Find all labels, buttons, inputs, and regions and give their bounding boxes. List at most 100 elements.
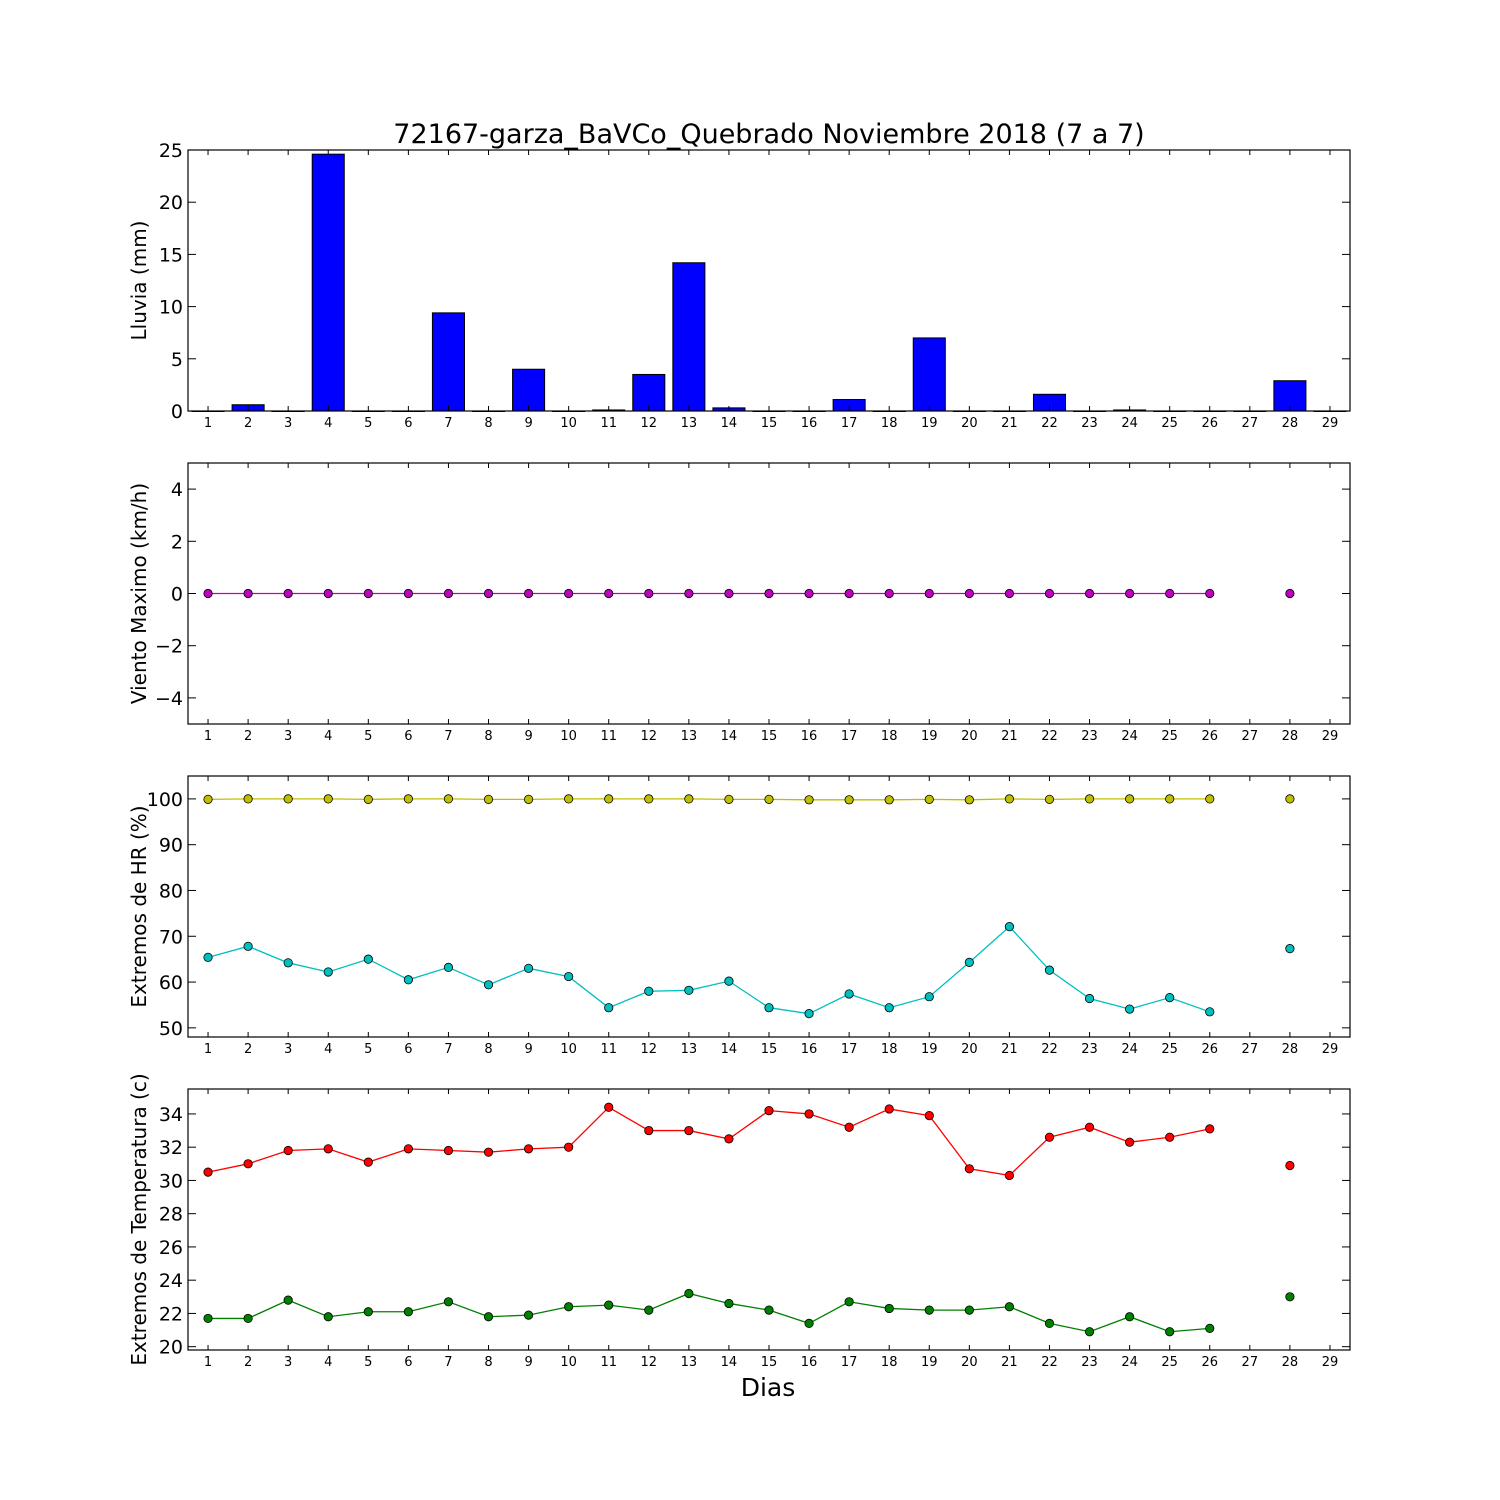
x-tick-label: 21 xyxy=(1001,1042,1018,1057)
series-1-point-day-18 xyxy=(884,1104,894,1114)
series-1-point-day-3 xyxy=(283,1145,293,1156)
series-2-point-day-18 xyxy=(884,1303,894,1314)
y-tick-label: 22 xyxy=(159,1303,183,1325)
x-tick-label: 27 xyxy=(1242,1355,1259,1370)
y-axis-label: Lluvia (mm) xyxy=(127,221,151,341)
series-1-point-day-20 xyxy=(964,588,974,599)
series-1-point-day-18 xyxy=(884,588,894,599)
series-1-point-day-15 xyxy=(764,1106,774,1116)
x-tick-label: 28 xyxy=(1282,416,1299,431)
series-2-point-day-16 xyxy=(804,1009,814,1019)
series-1-point-day-26 xyxy=(1205,588,1215,599)
series-1-point-day-1 xyxy=(203,588,213,599)
series-1-point-day-21 xyxy=(1004,1170,1015,1181)
series-1-point-day-1 xyxy=(203,794,213,804)
series-2-point-day-14 xyxy=(724,1298,734,1309)
series-2-point-day-13 xyxy=(684,1288,694,1299)
x-tick-label: 1 xyxy=(204,1355,212,1370)
y-tick-label: 32 xyxy=(159,1137,183,1159)
x-tick-label: 6 xyxy=(404,1042,412,1057)
x-tick-label: 26 xyxy=(1201,729,1218,744)
x-tick-label: 2 xyxy=(244,416,252,431)
series-1-point-day-21 xyxy=(1004,588,1015,599)
x-tick-label: 3 xyxy=(284,416,292,431)
series-1-point-day-2 xyxy=(243,588,253,599)
series-1-point-day-12 xyxy=(644,794,654,804)
series-1-point-day-10 xyxy=(564,794,574,804)
series-2-point-day-11 xyxy=(604,1003,614,1013)
series-2-point-day-18 xyxy=(884,1003,894,1013)
x-tick-label: 5 xyxy=(364,1042,372,1057)
x-tick-label: 12 xyxy=(641,1042,658,1057)
series-2-point-day-4 xyxy=(323,1312,333,1322)
series-1-point-day-13 xyxy=(684,794,694,804)
series-2-line-1 xyxy=(208,1292,1210,1333)
series-2-point-day-13 xyxy=(684,985,694,995)
series-2-point-day-21 xyxy=(1004,922,1015,932)
x-tick-label: 8 xyxy=(484,729,492,744)
panel-3-extremos-de-hr: 1 2 3 4 5 6 7 8 9 10 11 12 13 14 15 16 17 18 19 20 21 22 23 24 2… xyxy=(127,775,1351,1057)
x-tick-label: 23 xyxy=(1081,1355,1098,1370)
series-1-point-day-13 xyxy=(684,1125,694,1136)
series-1-point-day-14 xyxy=(724,794,734,804)
x-tick-label: 16 xyxy=(801,729,818,744)
series-1-point-day-2 xyxy=(243,794,253,804)
x-tick-label: 9 xyxy=(524,416,532,431)
y-tick-label: −4 xyxy=(155,688,183,710)
series-1-point-day-17 xyxy=(844,1122,854,1132)
y-tick-label: 10 xyxy=(159,297,183,319)
x-tick-label: 20 xyxy=(961,729,978,744)
y-tick-label: 20 xyxy=(159,192,183,214)
series-2-point-day-24 xyxy=(1125,1312,1135,1322)
x-tick-label: 11 xyxy=(600,1042,617,1057)
y-tick-label: 100 xyxy=(147,789,183,811)
y-tick-label: 2 xyxy=(171,531,183,553)
x-tick-label: 25 xyxy=(1161,416,1178,431)
y-tick-label: 34 xyxy=(159,1104,183,1126)
series-1-point-day-19 xyxy=(924,588,934,599)
series-1-point-day-7 xyxy=(443,1145,454,1156)
series-2-point-day-15 xyxy=(764,1305,774,1315)
series-2-point-day-14 xyxy=(724,976,734,986)
series-2-point-day-6 xyxy=(403,975,413,985)
series-1-point-day-25 xyxy=(1165,794,1175,804)
x-tick-label: 18 xyxy=(881,1042,898,1057)
series-2-point-day-2 xyxy=(243,941,253,951)
x-tick-label: 24 xyxy=(1121,1042,1138,1057)
x-axis-label: Dias xyxy=(741,1373,796,1402)
series-1-point-day-15 xyxy=(764,794,774,804)
series-2-point-day-22 xyxy=(1044,965,1055,975)
x-tick-label: 22 xyxy=(1041,1355,1058,1370)
series-2-point-day-5 xyxy=(363,954,373,964)
series-1-point-day-9 xyxy=(523,1144,534,1154)
series-1-point-day-6 xyxy=(403,588,413,599)
panel-4-extremos-de-temperatura-c: 1 2 3 4 5 6 7 8 9 10 11 12 13 14 15 16 17 18 19 20 21 22 23 24 2… xyxy=(127,1073,1351,1370)
x-tick-label: 4 xyxy=(324,416,332,431)
x-tick-label: 11 xyxy=(600,1355,617,1370)
y-tick-label: 90 xyxy=(159,835,183,857)
x-tick-label: 25 xyxy=(1161,1042,1178,1057)
x-tick-label: 5 xyxy=(364,416,372,431)
x-tick-label: 27 xyxy=(1242,416,1259,431)
series-1-point-day-22 xyxy=(1044,1132,1055,1142)
x-tick-label: 3 xyxy=(284,729,292,744)
series-2-line-1 xyxy=(207,925,1210,1015)
series-1-point-day-26 xyxy=(1205,794,1215,804)
series-1-point-day-12 xyxy=(644,1125,654,1136)
series-1-point-day-12 xyxy=(644,588,654,599)
x-tick-label: 13 xyxy=(681,729,698,744)
series-1-point-day-8 xyxy=(483,1147,494,1157)
x-tick-label: 18 xyxy=(881,1355,898,1370)
y-tick-label: 5 xyxy=(171,349,183,371)
series-1-point-day-23 xyxy=(1084,588,1095,599)
series-2-point-day-21 xyxy=(1004,1302,1015,1312)
x-tick-label: 7 xyxy=(444,1042,452,1057)
x-tick-label: 3 xyxy=(284,1355,292,1370)
x-tick-label: 14 xyxy=(721,729,738,744)
y-tick-label: 28 xyxy=(159,1204,183,1226)
x-tick-label: 23 xyxy=(1081,1042,1098,1057)
x-tick-label: 7 xyxy=(444,1355,452,1370)
series-2-point-day-9 xyxy=(523,1310,534,1320)
x-tick-label: 19 xyxy=(921,1042,938,1057)
